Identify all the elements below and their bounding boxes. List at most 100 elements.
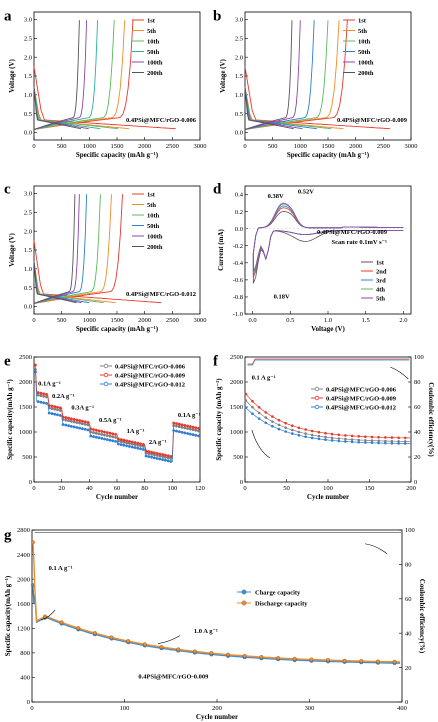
discharge-curve-1st (33, 66, 176, 130)
rate-point (75, 426, 79, 429)
rate-point (125, 444, 129, 448)
rate-point (53, 407, 57, 411)
rate-point (163, 458, 167, 462)
rate-point (194, 428, 198, 432)
y-tick-label: 2000 (230, 379, 243, 386)
rate-point (89, 427, 93, 431)
x-tick-label: 100 (120, 705, 130, 712)
rate-point (197, 434, 201, 438)
legend-entry: 10th (147, 38, 160, 45)
legend-entry: 10th (147, 212, 160, 219)
legend-entry: 50th (147, 223, 160, 230)
y-tick-label: 2500 (230, 354, 243, 361)
x-axis-label: Cycle number (307, 493, 349, 501)
y-tick-label: 0 (27, 699, 30, 706)
capacity-point (176, 647, 181, 652)
y-tick-label: 3.0 (235, 17, 243, 24)
rate-point (75, 421, 79, 424)
rate-point (133, 446, 137, 450)
legend-entry: 4th (376, 286, 385, 293)
capacity-line-Discharge capacity (32, 542, 401, 663)
legend-entry: 5th (147, 202, 156, 209)
legend-entry: 1st (147, 191, 156, 198)
legend-entry: 1st (358, 17, 367, 24)
y-tick-label: 1.5 (24, 247, 32, 254)
legend-entry: 0.4PSi@MFC/rGO-0.009 (326, 395, 397, 402)
rate-point (53, 405, 57, 409)
rate-label: 1.0 A g⁻¹ (194, 628, 218, 635)
capacity-point (370, 439, 374, 442)
y2-tick-label: 100 (414, 354, 424, 361)
x-tick-label: 0 (243, 485, 246, 492)
charge-curve-1st (33, 20, 134, 130)
y2-tick-label: 0 (405, 699, 408, 706)
rate-point (103, 433, 106, 437)
capacity-point (397, 442, 400, 445)
capacity-point (277, 427, 281, 431)
legend-marker (103, 372, 109, 378)
x-tick-label: 200 (406, 485, 416, 492)
rate-point (183, 426, 187, 430)
y-tick-label: -0.6 (233, 277, 244, 284)
y-tick-label: 1.0 (24, 266, 32, 273)
y-axis-label: Voltage (V) (219, 58, 227, 92)
rate-point (105, 434, 109, 438)
legend-entry: 0.4PSi@MFC/rGO-0.006 (326, 386, 397, 393)
rate-point (56, 413, 59, 417)
y-axis-label: Voltage (V) (8, 232, 16, 266)
capacity-line-Charge capacity (32, 585, 401, 664)
capacity-point (226, 652, 231, 657)
capacity-point (76, 626, 81, 631)
rate-point (161, 453, 165, 457)
legend-entry: 3rd (376, 277, 386, 284)
x-tick-label: 2000 (138, 317, 151, 324)
rate-point (36, 391, 40, 395)
legend-entry: 100th (358, 59, 374, 66)
legend-marker (314, 395, 320, 401)
capacity-point (304, 435, 307, 439)
y2-tick-label: 20 (414, 454, 421, 461)
legend-marker (314, 386, 320, 392)
rate-point (116, 437, 120, 441)
x-tick-label: 0 (32, 143, 35, 150)
capacity-point (159, 645, 164, 649)
panel-c: c 0 500 1000 1500 2000 2500 3000 0.0 0.5 1.0 1.5 2.0… (4, 182, 207, 333)
rate-point (191, 433, 195, 437)
capacity-point (277, 418, 281, 422)
rate-label: 1A g⁻¹ (127, 428, 145, 435)
rate-point (152, 456, 156, 460)
rate-label: 0.5A g⁻¹ (99, 417, 122, 424)
x-tick-label: 2.0 (399, 317, 407, 324)
capacity-point (242, 653, 247, 658)
capacity-point (142, 642, 147, 647)
x-tick-label: 1000 (83, 317, 96, 324)
legend-entry: 5th (147, 28, 156, 35)
rate-point (36, 393, 40, 397)
rate-point (92, 431, 95, 435)
capacity-point (284, 426, 288, 430)
rate-point (42, 394, 46, 398)
capacity-point (357, 438, 361, 442)
x-axis-label: Cycle number (96, 493, 138, 501)
capacity-point (244, 392, 248, 396)
charge-curve-1st (244, 20, 348, 130)
rate-point (50, 407, 54, 411)
rate-point (191, 428, 195, 432)
capacity-point (397, 440, 400, 443)
capacity-point (271, 420, 274, 423)
x-tick-label: 0.0 (248, 317, 256, 324)
capacity-point (377, 439, 380, 443)
capacity-point (397, 436, 400, 440)
y-tick-label: 1000 (19, 429, 32, 436)
capacity-point (317, 434, 321, 438)
legend-marker (103, 381, 109, 387)
rate-point (58, 413, 62, 417)
sample-label: 0.4PSi@MFC/rGO-0.006 (126, 117, 197, 124)
rate-point (72, 417, 76, 421)
rate-point (97, 436, 101, 440)
capacity-point (257, 406, 261, 409)
capacity-point (192, 649, 197, 654)
capacity-point (403, 440, 407, 443)
capacity-point (291, 428, 294, 432)
